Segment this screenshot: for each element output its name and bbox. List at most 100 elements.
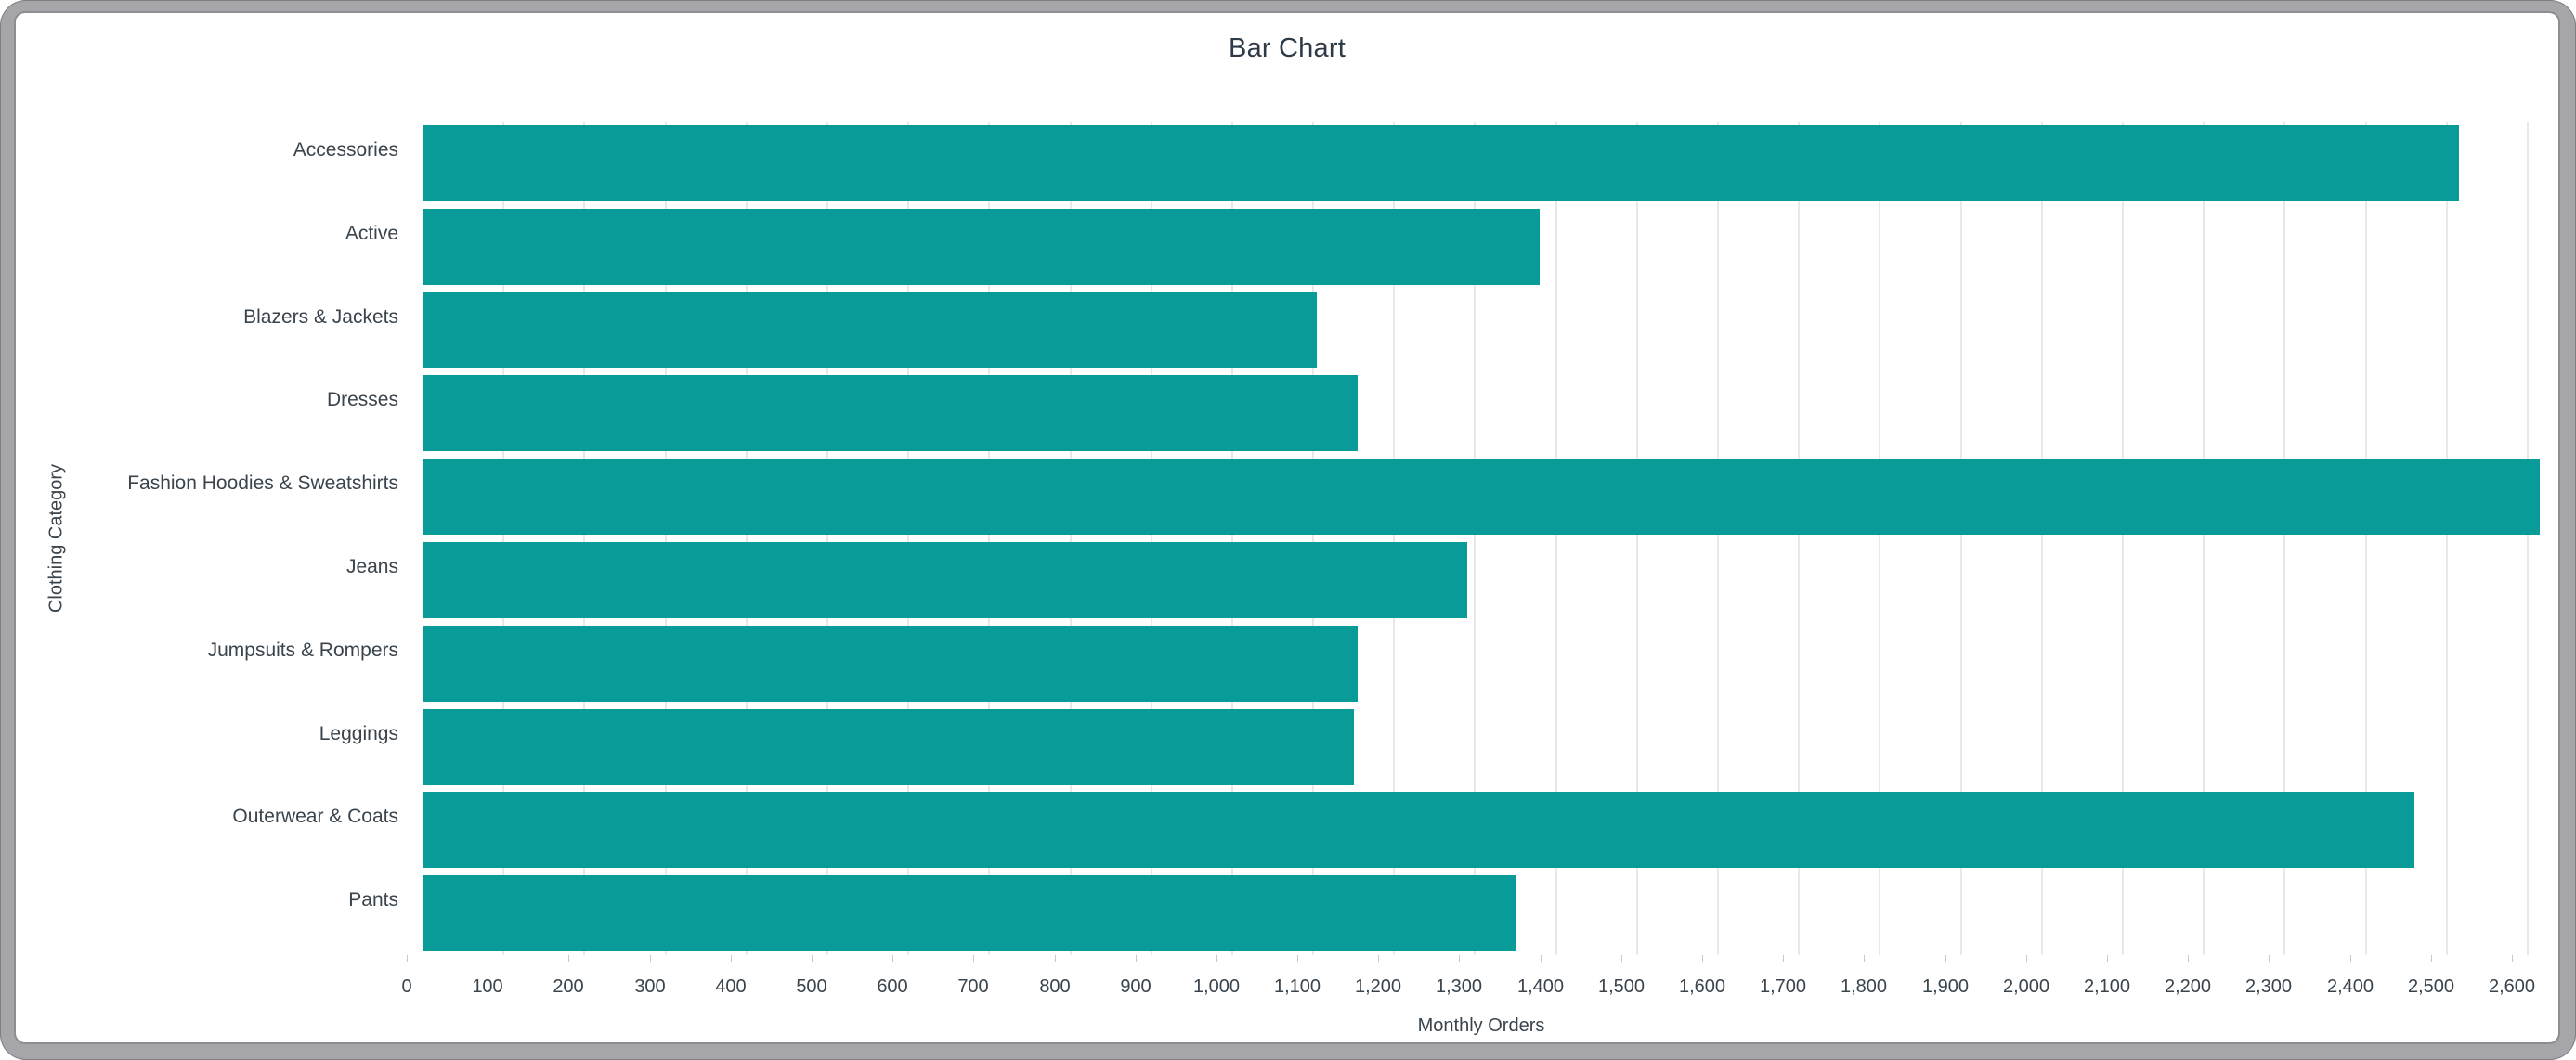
x-axis-tick-2500 <box>2431 955 2432 962</box>
x-tick-label-1400: 1,400 <box>1516 976 1565 997</box>
gridline-x-1400 <box>1555 122 1557 955</box>
y-category-label-8: Leggings <box>319 723 398 744</box>
x-axis-tick-1100 <box>1297 955 1298 962</box>
x-axis-tick-1700 <box>1783 955 1784 962</box>
chart-title: Bar Chart <box>1229 33 1346 63</box>
x-axis-tick-900 <box>1136 955 1137 962</box>
x-tick-label-2100: 2,100 <box>2083 976 2131 997</box>
x-axis-tick-1900 <box>1945 955 1946 962</box>
x-axis-tick-2400 <box>2350 955 2351 962</box>
gridline-x-800 <box>1070 122 1072 955</box>
x-tick-label-200: 200 <box>553 976 584 997</box>
x-tick-label-1500: 1,500 <box>1597 976 1646 997</box>
x-tick-label-700: 700 <box>957 976 989 997</box>
plot-area <box>423 122 2540 955</box>
x-axis-tick-300 <box>650 955 651 962</box>
gridline-x-1000 <box>1231 122 1233 955</box>
x-axis-tick-800 <box>1055 955 1056 962</box>
x-axis-tick-700 <box>973 955 974 962</box>
x-tick-label-2200: 2,200 <box>2164 976 2212 997</box>
x-tick-label-400: 400 <box>715 976 747 997</box>
bar-active[interactable] <box>423 209 1540 285</box>
gridline-x-1900 <box>1960 122 1962 955</box>
gridline-x-900 <box>1151 122 1152 955</box>
gridline-x-1100 <box>1312 122 1314 955</box>
x-tick-label-1300: 1,300 <box>1435 976 1483 997</box>
x-tick-label-1600: 1,600 <box>1678 976 1726 997</box>
x-tick-label-2300: 2,300 <box>2244 976 2293 997</box>
y-category-label-5: Fashion Hoodies & Sweatshirts <box>127 472 398 494</box>
bar-fashion-hoodies-sweatshirts[interactable] <box>423 459 2540 535</box>
x-axis-tick-2200 <box>2188 955 2189 962</box>
bar-jumpsuits-rompers[interactable] <box>423 626 1358 702</box>
gridline-x-1300 <box>1474 122 1476 955</box>
bar-leggings[interactable] <box>423 709 1354 785</box>
x-tick-label-900: 900 <box>1120 976 1151 997</box>
bar-blazers-jackets[interactable] <box>423 292 1317 368</box>
gridline-x-100 <box>502 122 504 955</box>
x-axis-tick-1400 <box>1541 955 1542 962</box>
x-tick-label-800: 800 <box>1039 976 1071 997</box>
gridline-x-1600 <box>1717 122 1719 955</box>
x-axis-tick-2600 <box>2512 955 2513 962</box>
x-tick-label-1700: 1,700 <box>1759 976 1807 997</box>
y-category-label-6: Jeans <box>345 556 398 577</box>
x-axis-tick-1800 <box>1864 955 1865 962</box>
x-axis-tick-200 <box>568 955 569 962</box>
x-tick-label-100: 100 <box>472 976 503 997</box>
gridline-x-2300 <box>2283 122 2285 955</box>
gridline-x-200 <box>583 122 585 955</box>
bar-outerwear-coats[interactable] <box>423 792 2414 868</box>
x-axis-tick-2000 <box>2026 955 2027 962</box>
gridline-x-1700 <box>1798 122 1800 955</box>
y-category-label-10: Pants <box>348 889 398 911</box>
x-tick-label-600: 600 <box>877 976 908 997</box>
chart-card: Bar Chart Monthly Orders Clothing Catego… <box>16 13 2558 1042</box>
x-tick-label-0: 0 <box>401 976 412 997</box>
gridline-x-2400 <box>2365 122 2367 955</box>
x-tick-label-2600: 2,600 <box>2488 976 2536 997</box>
x-axis-tick-2300 <box>2269 955 2270 962</box>
x-tick-label-500: 500 <box>796 976 827 997</box>
x-axis-tick-1000 <box>1216 955 1217 962</box>
bar-pants[interactable] <box>423 875 1516 951</box>
gridline-x-600 <box>907 122 909 955</box>
x-tick-label-2400: 2,400 <box>2326 976 2374 997</box>
y-category-label-3: Blazers & Jackets <box>243 306 398 328</box>
x-tick-label-2000: 2,000 <box>2002 976 2050 997</box>
x-axis-tick-500 <box>812 955 813 962</box>
gridline-x-500 <box>826 122 828 955</box>
x-axis-tick-1500 <box>1621 955 1622 962</box>
gridline-x-400 <box>746 122 748 955</box>
gridline-x-700 <box>988 122 990 955</box>
y-category-label-2: Active <box>345 223 398 244</box>
gridline-x-2600 <box>2527 122 2529 955</box>
bar-dresses[interactable] <box>423 375 1358 451</box>
gridline-x-2000 <box>2041 122 2043 955</box>
x-tick-label-1000: 1,000 <box>1192 976 1241 997</box>
x-tick-label-300: 300 <box>634 976 666 997</box>
x-axis-title: Monthly Orders <box>1417 1015 1545 1036</box>
x-axis-tick-600 <box>892 955 893 962</box>
x-tick-label-1900: 1,900 <box>1921 976 1970 997</box>
gridline-x-2200 <box>2203 122 2205 955</box>
gridline-x-2100 <box>2122 122 2124 955</box>
x-tick-label-2500: 2,500 <box>2407 976 2455 997</box>
y-category-label-4: Dresses <box>326 389 398 410</box>
x-tick-label-1100: 1,100 <box>1273 976 1321 997</box>
y-category-label-7: Jumpsuits & Rompers <box>207 640 398 661</box>
gridline-x-2500 <box>2446 122 2448 955</box>
bar-jeans[interactable] <box>423 542 1467 618</box>
x-axis-tick-0 <box>407 955 408 962</box>
x-axis-tick-1300 <box>1459 955 1460 962</box>
x-tick-label-1200: 1,200 <box>1354 976 1402 997</box>
bar-accessories[interactable] <box>423 125 2459 201</box>
x-axis-tick-400 <box>731 955 732 962</box>
x-axis-tick-1600 <box>1702 955 1703 962</box>
x-tick-label-1800: 1,800 <box>1840 976 1888 997</box>
y-category-label-1: Accessories <box>293 139 398 161</box>
x-axis-tick-1200 <box>1378 955 1379 962</box>
y-category-label-9: Outerwear & Coats <box>232 806 398 827</box>
